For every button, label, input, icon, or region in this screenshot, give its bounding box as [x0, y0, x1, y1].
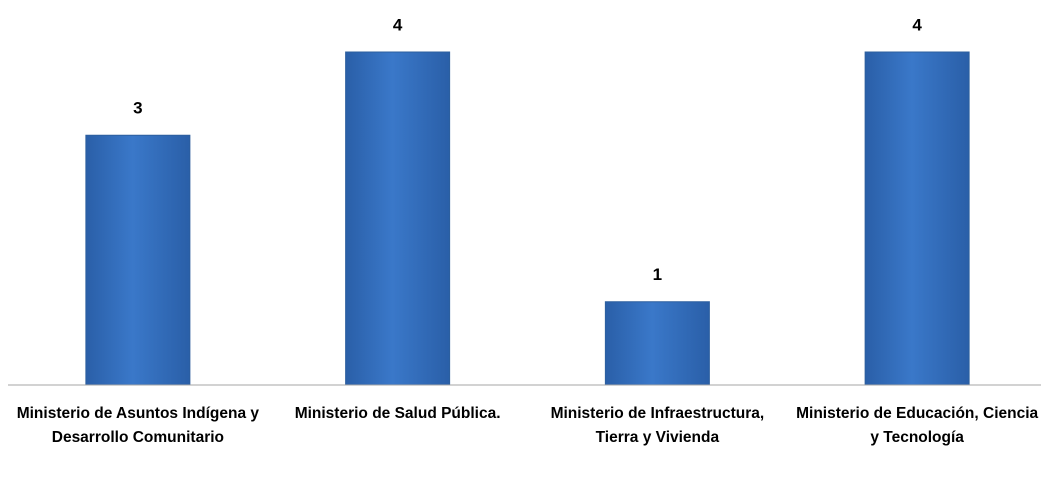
- category-label: Ministerio de Asuntos Indígena y Desarro…: [16, 405, 260, 446]
- category-label: Ministerio de Infraestructura, Tierra y …: [550, 405, 765, 446]
- bar: [604, 301, 710, 386]
- value-label: 4: [912, 15, 922, 34]
- bar: [85, 134, 191, 386]
- bar: [345, 51, 451, 386]
- bar: [864, 51, 970, 386]
- value-label: 3: [133, 99, 142, 118]
- category-label: Ministerio de Educación, Ciencia y Tecno…: [796, 405, 1039, 446]
- category-label: Ministerio de Salud Pública.: [294, 405, 501, 422]
- value-label: 4: [393, 15, 403, 34]
- value-label: 1: [653, 265, 662, 284]
